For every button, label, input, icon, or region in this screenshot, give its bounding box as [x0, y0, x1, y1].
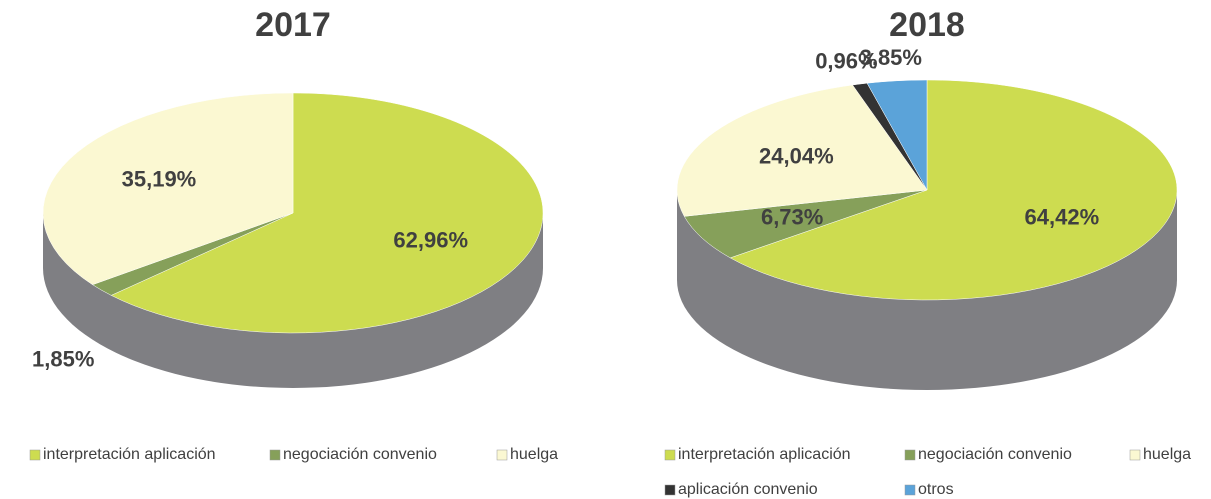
legend-swatch: [904, 449, 916, 461]
pie-slice: [110, 92, 544, 334]
legend-swatch: [664, 449, 676, 461]
legend-label: huelga: [510, 446, 558, 463]
legend-label: aplicación convenio: [678, 481, 818, 498]
data-label: 35,19%: [122, 167, 197, 192]
data-label: 64,42%: [1025, 205, 1100, 230]
pie-slice: [866, 79, 928, 191]
legend-swatch: [496, 449, 508, 461]
data-label: 24,04%: [759, 143, 834, 168]
legend-label: otros: [918, 481, 954, 498]
chart-title: 2018: [889, 6, 965, 44]
legend-swatch: [904, 484, 916, 496]
chart-title: 2017: [255, 6, 331, 44]
data-label: 62,96%: [393, 227, 468, 252]
data-label: 0,96%: [815, 49, 877, 74]
legend-label: negociación convenio: [283, 446, 437, 463]
legend-swatch: [664, 484, 676, 496]
pie-slice: [683, 189, 928, 259]
data-label: 1,85%: [32, 346, 94, 371]
pie-slice: [42, 92, 294, 285]
pie-slice: [729, 79, 1178, 301]
legend-swatch: [1129, 449, 1141, 461]
data-label: 3,85%: [860, 45, 922, 70]
legend-swatch: [269, 449, 281, 461]
legend-label: huelga: [1143, 446, 1191, 463]
pie-slice: [676, 84, 928, 217]
legend-label: interpretación aplicación: [678, 446, 851, 463]
data-label: 6,73%: [761, 205, 823, 230]
legend-swatch: [29, 449, 41, 461]
legend-label: negociación convenio: [918, 446, 1072, 463]
legend-label: interpretación aplicación: [43, 446, 216, 463]
